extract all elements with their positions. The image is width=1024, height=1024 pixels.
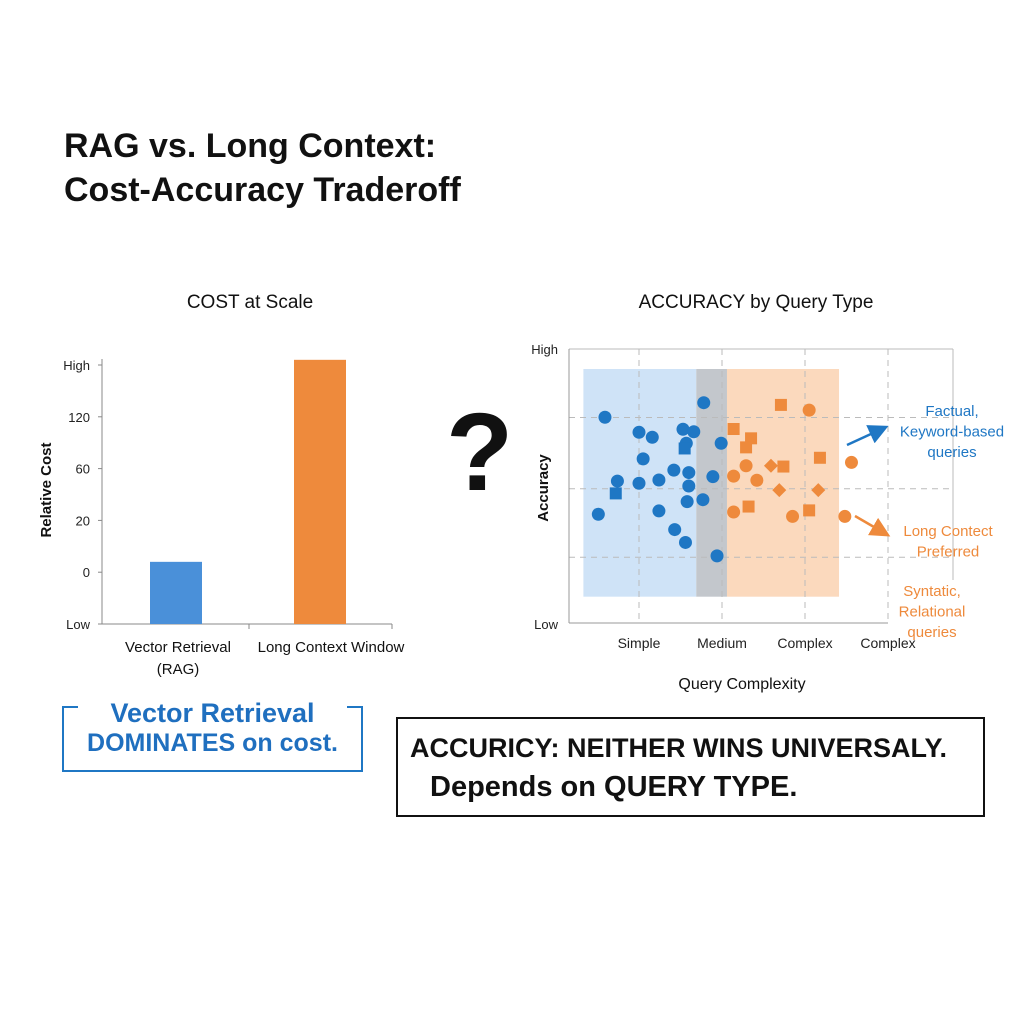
data-point-circle [786, 509, 800, 523]
data-point-circle [750, 473, 764, 487]
data-point-diamond [772, 483, 787, 498]
y-tick-label: Low [66, 617, 90, 632]
data-point-square [774, 398, 787, 411]
annotation-text: Preferred [917, 544, 980, 561]
data-point-diamond [763, 458, 778, 473]
data-point-circle [687, 425, 701, 439]
data-point-circle [844, 455, 858, 469]
data-point-circle [838, 509, 852, 523]
annotation-text: queries [927, 444, 976, 461]
bar-rag [150, 561, 202, 624]
arrow-icon [846, 425, 889, 447]
title-line-1: RAG vs. Long Context: [64, 127, 437, 165]
annotation-text: Factual, [925, 403, 978, 420]
page-title: RAG vs. Long Context: Cost-Accuracy Trad… [64, 124, 461, 212]
data-point-circle [598, 410, 612, 424]
data-point-circle [714, 436, 728, 450]
data-point-circle [710, 549, 724, 563]
data-point-circle [682, 466, 696, 480]
data-point-square [740, 441, 753, 454]
data-point-circle [652, 504, 666, 518]
y-low-label: Low [534, 617, 558, 632]
data-point-square [678, 442, 691, 455]
data-point-circle [727, 505, 741, 519]
data-point-square [813, 451, 826, 464]
annotation-text: queries [907, 624, 956, 641]
x-tick-label: Complex [860, 635, 915, 651]
data-point-square [803, 504, 816, 517]
data-point-circle [667, 463, 681, 477]
data-point-circle [645, 430, 659, 444]
x-category-label: (RAG) [157, 661, 200, 678]
data-point-circle [739, 459, 753, 473]
y-high-label: High [531, 342, 558, 357]
data-point-circle [696, 493, 710, 507]
x-tick-label: Simple [618, 635, 661, 651]
accuracy-callout-box: ACCURICY: NEITHER WINS UNIVERSALY. Depen… [396, 717, 985, 817]
y-axis-label: Accuracy [535, 454, 552, 522]
accuracy-callout-line-1: ACCURICY: NEITHER WINS UNIVERSALY. [410, 733, 948, 763]
cost-chart-title: COST at Scale [186, 292, 314, 313]
cost-callout-line-2: DOMINATES on cost. [87, 729, 338, 757]
arrow-icon [854, 514, 891, 537]
question-mark-icon: ? [446, 391, 514, 514]
data-point-circle [680, 495, 694, 509]
cost-callout-box: Vector Retrieval DOMINATES on cost. [62, 700, 363, 772]
data-point-square [742, 500, 755, 513]
data-point-circle [697, 396, 711, 410]
data-point-circle [706, 470, 720, 484]
cost-callout-line-1: Vector Retrieval [110, 698, 315, 728]
data-point-circle [652, 473, 666, 487]
data-point-circle [636, 452, 650, 466]
x-tick-label: Medium [697, 635, 747, 651]
annotation-text: Keyword-based [900, 424, 1004, 441]
data-point-circle [632, 425, 646, 439]
x-category-label: Long Context Window [258, 639, 405, 656]
data-point-square [727, 423, 740, 436]
data-point-circle [610, 474, 624, 488]
data-point-circle [802, 403, 816, 417]
data-point-square [777, 460, 790, 473]
x-axis-label: Query Complexity [678, 676, 805, 693]
y-tick-label: 60 [76, 462, 90, 477]
accuracy-callout-line-2: Depends on QUERY TYPE. [430, 771, 798, 803]
data-point-circle [668, 523, 682, 537]
y-axis-label: Relative Cost [38, 442, 55, 537]
y-tick-label: 0 [83, 565, 90, 580]
title-line-2: Cost-Accuracy Traderoff [64, 171, 461, 209]
annotation-text: Relational [899, 604, 966, 621]
data-point-circle [676, 422, 690, 436]
y-tick-label: 120 [68, 410, 90, 425]
data-point-circle [591, 507, 605, 521]
y-tick-label: 20 [76, 513, 90, 528]
data-point-diamond [811, 483, 826, 498]
data-point-circle [727, 469, 741, 483]
y-tick-label: High [63, 358, 90, 373]
bar-long-context [294, 359, 346, 624]
x-category-label: Vector Retrieval [125, 639, 231, 656]
x-tick-label: Complex [777, 635, 832, 651]
accuracy-chart-title: ACCURACY by Query Type [638, 292, 874, 313]
data-point-square [745, 432, 758, 445]
annotation-text: Long Contect [903, 523, 993, 540]
data-point-circle [682, 479, 696, 493]
data-point-circle [632, 476, 646, 490]
annotation-text: Syntatic, [903, 583, 961, 600]
data-point-square [609, 487, 622, 500]
data-point-circle [678, 535, 692, 549]
